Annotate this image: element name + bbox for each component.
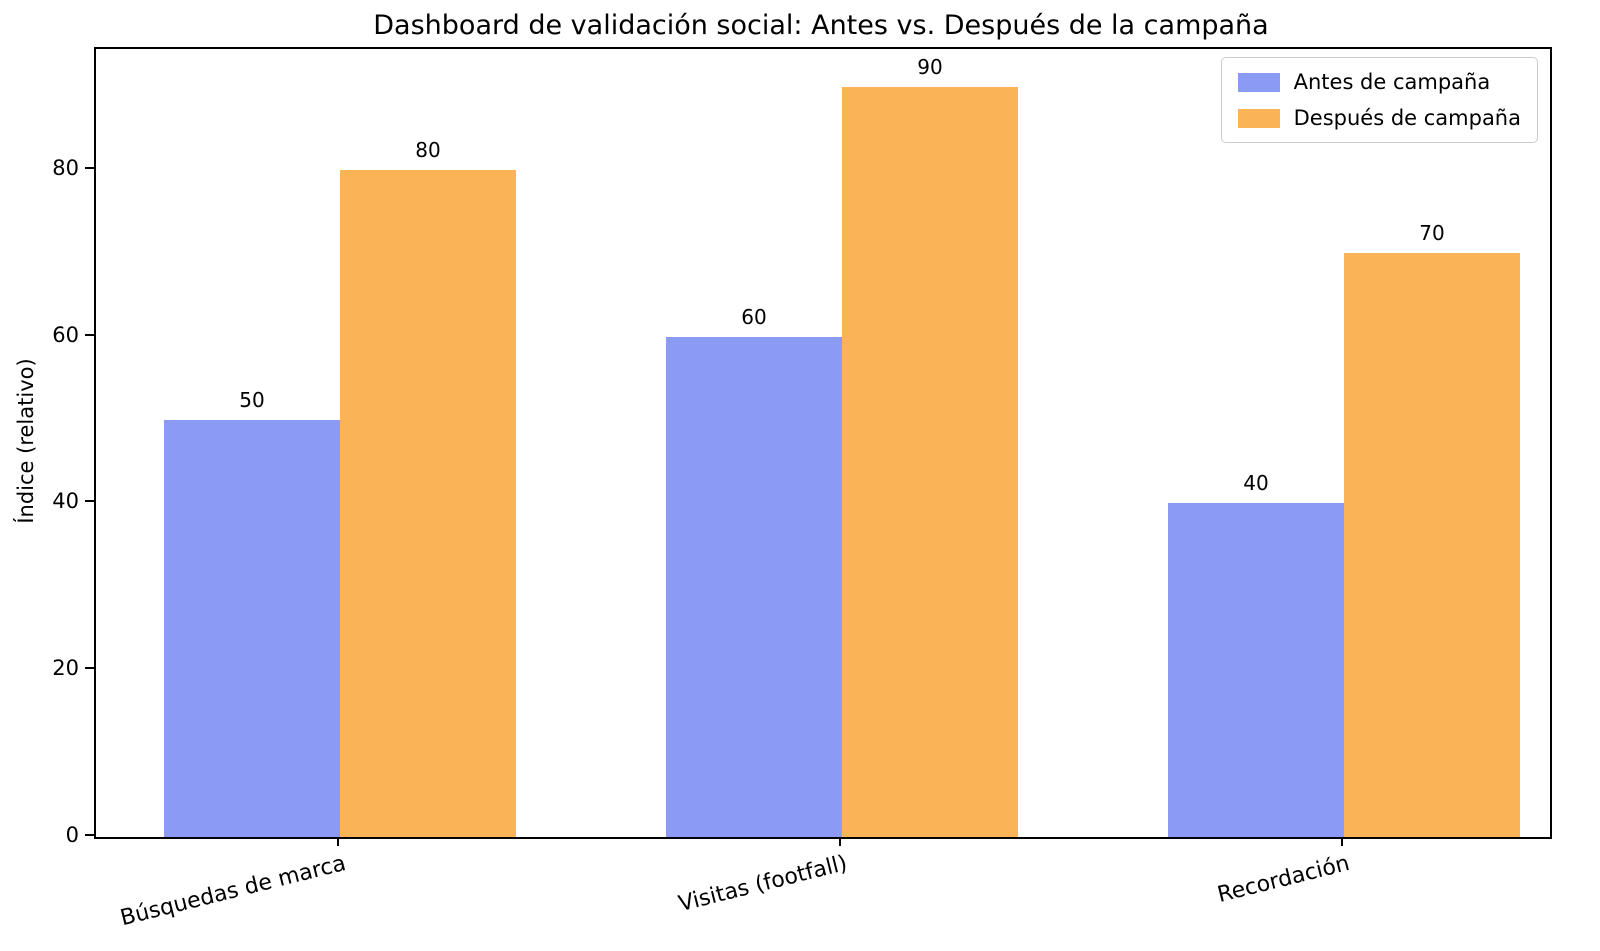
legend-label-antes: Antes de campaña	[1293, 70, 1491, 94]
y-tick-label-80: 80	[52, 156, 79, 180]
x-tick-label-1: Visitas (footfall)	[676, 851, 851, 918]
bar-value-label: 60	[741, 305, 767, 329]
bar-value-label: 90	[917, 55, 943, 79]
y-tick-mark	[85, 167, 94, 169]
bar-value-label: 40	[1243, 471, 1269, 495]
legend-swatch-despues-icon	[1237, 108, 1280, 128]
bar-despues-0	[340, 170, 516, 837]
legend-label-despues: Después de campaña	[1293, 106, 1521, 130]
y-tick-mark	[85, 834, 94, 836]
y-tick-label-0: 0	[65, 823, 79, 847]
chart-title: Dashboard de validación social: Antes vs…	[373, 10, 1269, 41]
y-tick-mark	[85, 667, 94, 669]
y-tick-mark	[85, 334, 94, 336]
bar-value-label: 80	[415, 138, 441, 162]
legend-swatch-antes-icon	[1237, 72, 1280, 92]
y-tick-mark	[85, 500, 94, 502]
legend: Antes de campaña Después de campaña	[1220, 57, 1538, 143]
y-tick-label-20: 20	[52, 656, 79, 680]
x-tick-label-2: Recordación	[1214, 851, 1353, 908]
y-tick-label-40: 40	[52, 489, 79, 513]
x-tick-mark	[839, 837, 841, 846]
bar-antes-2	[1168, 503, 1344, 837]
bar-despues-2	[1344, 253, 1520, 837]
bar-value-label: 70	[1419, 221, 1445, 245]
bar-value-label: 50	[239, 388, 265, 412]
bar-despues-1	[842, 87, 1018, 837]
bar-antes-1	[666, 337, 842, 837]
legend-item-despues: Después de campaña	[1237, 106, 1521, 130]
bar-antes-0	[164, 420, 340, 837]
plot-area: 50 80 60 90 40 70	[94, 47, 1552, 839]
x-tick-label-0: Búsquedas de marca	[117, 851, 349, 932]
x-tick-mark	[1341, 837, 1343, 846]
legend-item-antes: Antes de campaña	[1237, 70, 1521, 94]
y-tick-label-60: 60	[52, 323, 79, 347]
x-tick-mark	[337, 837, 339, 846]
